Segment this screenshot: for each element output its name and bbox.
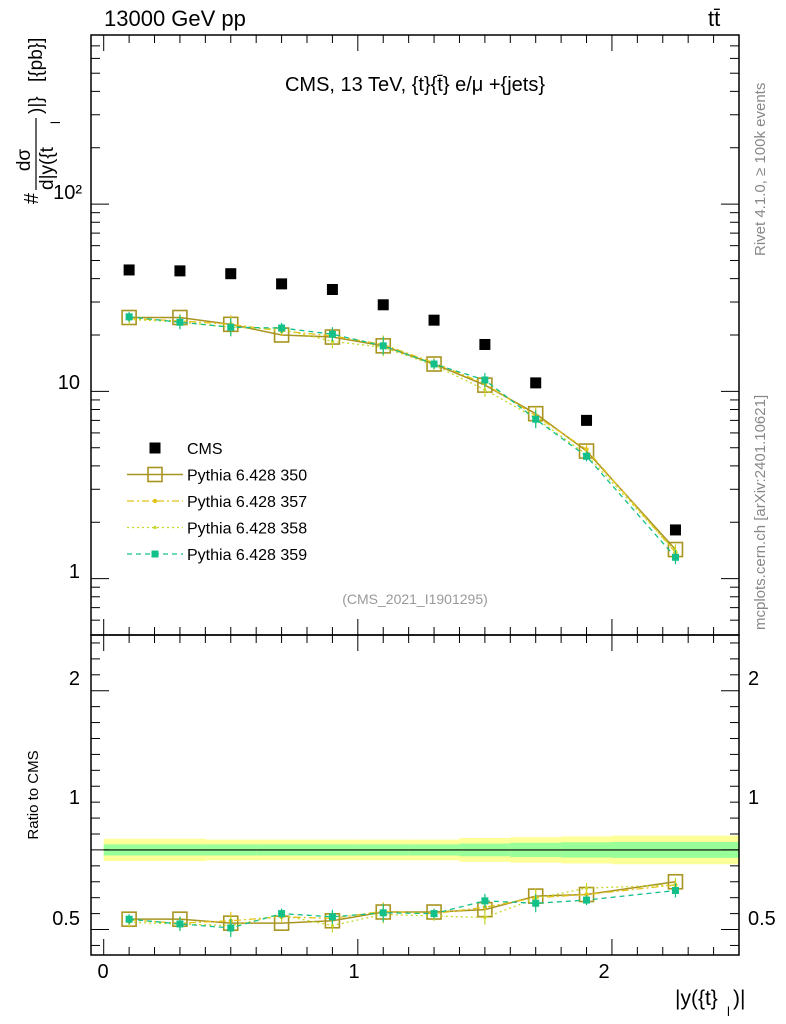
ratio-y-tick-0.5: 0.5 [52, 908, 80, 930]
legend-marker-p359 [151, 550, 159, 558]
main-point-p359-1 [176, 318, 184, 326]
ratio-line-p358 [129, 884, 676, 927]
main-point-p358-7 [483, 388, 487, 392]
legend-marker-p350 [147, 466, 163, 483]
svg-text:)|: )| [733, 987, 745, 1010]
legend-marker-p358 [153, 525, 157, 530]
main-point-p359-9 [583, 452, 591, 460]
ratio-point-p359-5 [379, 909, 387, 917]
ratio-panel [103, 835, 740, 937]
ratio-point-p359-1 [176, 920, 184, 928]
svg-text:dσ: dσ [14, 149, 35, 172]
ratio-line-p357 [129, 884, 676, 924]
legend-label-p359: Pythia 6.428 359 [187, 547, 307, 564]
main-point-p358-4 [330, 339, 335, 343]
main-point-data-3 [276, 278, 288, 290]
ratio-point-p359-7 [481, 897, 489, 905]
x-tick-label-2: 2 [598, 961, 609, 983]
main-point-data-1 [174, 265, 186, 277]
ratio-y-tick-right-1: 1 [748, 787, 759, 809]
main-point-p359-6 [430, 360, 438, 368]
main-point-p357-9 [584, 447, 589, 452]
main-plot-frame [90, 34, 740, 636]
main-point-data-7 [479, 338, 491, 350]
energy-label: 13000 GeV pp [104, 6, 246, 31]
legend-label-p350: Pythia 6.428 350 [187, 468, 307, 485]
ratio-point-p359-6 [430, 910, 438, 918]
ratio-point-p359-0 [125, 915, 133, 923]
ratio-y-tick-2: 2 [69, 668, 80, 690]
analysis-tag: (CMS_2021_I1901295) [342, 591, 488, 607]
main-point-p350-6 [426, 356, 442, 372]
ratio-y-axis-label: Ratio to CMS [25, 750, 42, 839]
rivet-version-label: Rivet 4.1.0, ≥ 100k events [752, 82, 769, 256]
process-label: tt̄ [708, 6, 721, 31]
main-point-data-6 [428, 314, 440, 326]
ratio-plot-frame [90, 634, 740, 956]
chart-title: CMS, 13 TeV, {t}{t̄} e/μ +{jets} [285, 74, 545, 96]
main-point-data-10 [669, 524, 681, 536]
legend-label-data: CMS [187, 441, 223, 458]
main-point-data-4 [326, 283, 338, 295]
ratio-point-p359-4 [328, 913, 336, 921]
ratio-point-p359-2 [227, 924, 235, 932]
legend-label-p357: Pythia 6.428 357 [187, 494, 307, 511]
main-point-p359-3 [278, 324, 286, 332]
x-axis-label: |y({t} l )| [675, 987, 745, 1019]
legend: CMS Pythia 6.428 350 Pythia 6.428 357 Pythi… [127, 441, 307, 564]
main-point-data-9 [581, 414, 593, 426]
ratio-y-tick-right-2: 2 [748, 668, 759, 690]
main-point-data-5 [377, 299, 389, 311]
main-point-data-0 [123, 264, 135, 276]
ratio-y-tick-right-0.5: 0.5 [748, 908, 776, 930]
ratio-point-p359-10 [671, 887, 679, 895]
main-point-p350-0 [121, 309, 137, 326]
legend-label-p358: Pythia 6.428 358 [187, 521, 307, 538]
ratio-y-tick-1: 1 [69, 787, 80, 809]
legend-marker-data [149, 442, 161, 454]
ratio-point-p357-9 [584, 892, 589, 897]
main-panel [121, 264, 684, 565]
main-line-p358 [129, 318, 676, 552]
ratio-point-p358-4 [330, 923, 335, 928]
main-point-p359-7 [481, 376, 489, 384]
ratio-point-p359-3 [278, 910, 286, 918]
svg-text:l: l [727, 1004, 730, 1019]
svg-text:#: # [21, 192, 43, 204]
legend-marker-p357 [152, 498, 158, 504]
ratio-point-p358-7 [483, 915, 487, 920]
svg-text:l: l [48, 121, 63, 124]
svg-text:d|y({t: d|y({t [37, 146, 58, 190]
y-tick-label-10: 10 [58, 372, 80, 394]
svg-text:)|}: )|} [26, 96, 47, 114]
x-tick-label-0: 0 [97, 961, 108, 983]
ratio-point-p359-9 [583, 896, 591, 904]
y-tick-label-1: 1 [69, 561, 80, 583]
main-point-p359-2 [227, 323, 235, 331]
y-axis-label: # dσ d|y({t l )|} [{pb}] [14, 38, 63, 205]
main-point-p359-5 [379, 342, 387, 350]
main-point-data-8 [530, 377, 542, 389]
main-point-p359-0 [125, 313, 133, 321]
main-point-p359-4 [328, 330, 336, 338]
y-tick-label-100: 10² [53, 182, 82, 204]
ratio-point-p359-8 [532, 899, 540, 907]
mcplots-url-label: mcplots.cern.ch [arXiv:2401.10621] [752, 394, 769, 630]
main-point-p359-8 [532, 415, 540, 423]
x-tick-label-1: 1 [348, 961, 359, 983]
main-point-data-2 [225, 268, 237, 280]
svg-text:|y({t}: |y({t} [675, 987, 718, 1010]
ratio-point-p358-9 [584, 886, 589, 890]
main-point-p359-10 [671, 553, 679, 561]
svg-text:[{pb}]: [{pb}] [26, 38, 47, 82]
main-line-p350 [129, 316, 677, 551]
